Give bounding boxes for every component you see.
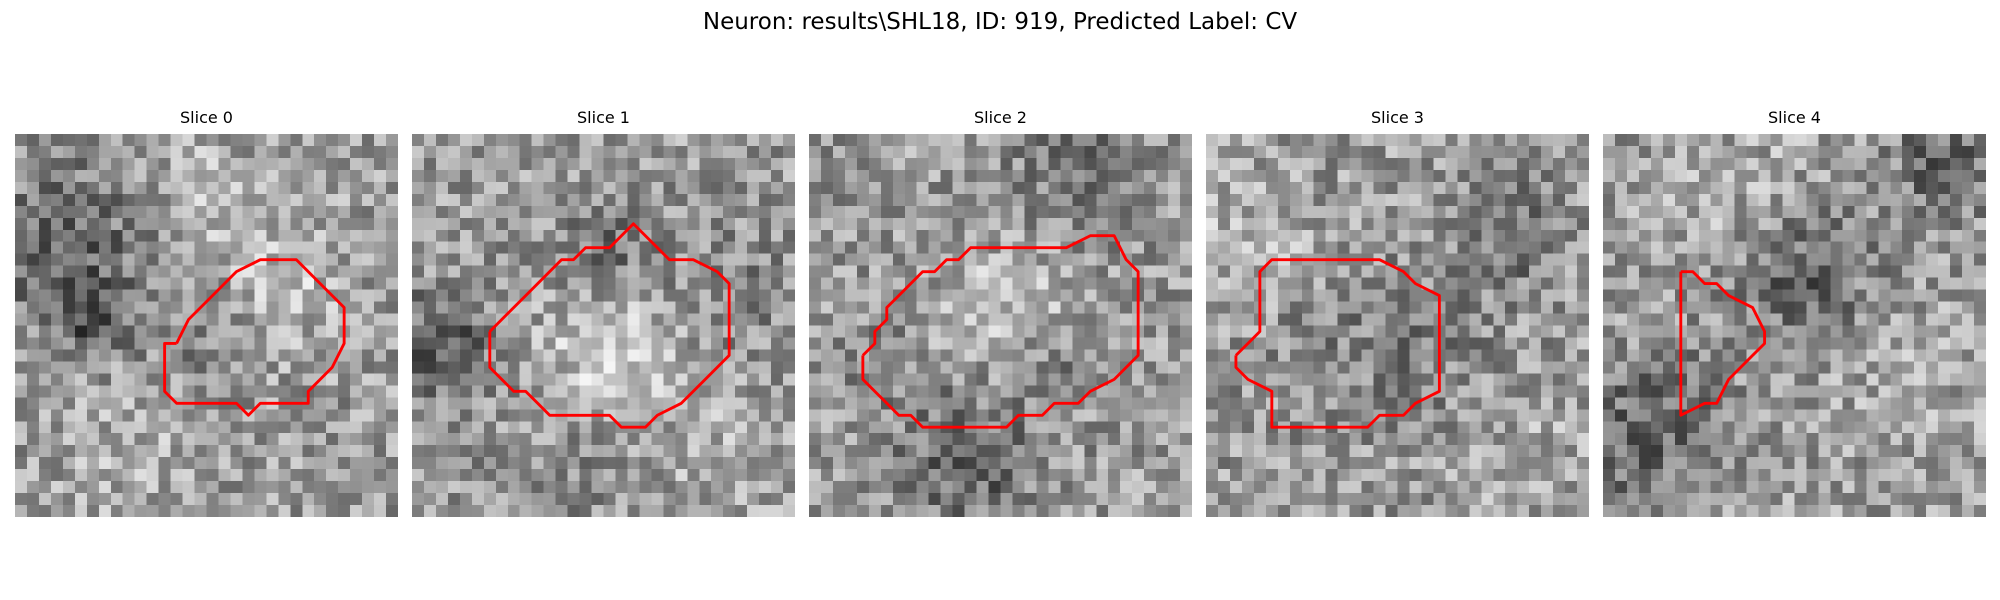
slice-title-2: Slice 2	[974, 108, 1027, 127]
slice-image-0	[15, 134, 398, 517]
slice-title-4: Slice 4	[1768, 108, 1821, 127]
roi-contour-3	[1234, 258, 1441, 429]
slice-title-3: Slice 3	[1371, 108, 1424, 127]
slice-panel-4: Slice 4	[1603, 108, 1986, 517]
slice-image-3	[1206, 134, 1589, 517]
roi-contour-0	[163, 258, 346, 417]
slice-title-0: Slice 0	[180, 108, 233, 127]
slice-panel-1: Slice 1	[412, 108, 795, 517]
slice-image-1	[412, 134, 795, 517]
slice-image-2	[809, 134, 1192, 517]
roi-contour-4	[1679, 270, 1767, 417]
roi-contour-2	[861, 234, 1140, 429]
roi-contour-1	[488, 222, 731, 429]
slice-panel-3: Slice 3	[1206, 108, 1589, 517]
slice-title-1: Slice 1	[577, 108, 630, 127]
slice-image-4	[1603, 134, 1986, 517]
slice-panel-0: Slice 0	[15, 108, 398, 517]
figure-title: Neuron: results\SHL18, ID: 919, Predicte…	[702, 9, 1298, 35]
slice-panel-2: Slice 2	[809, 108, 1192, 517]
